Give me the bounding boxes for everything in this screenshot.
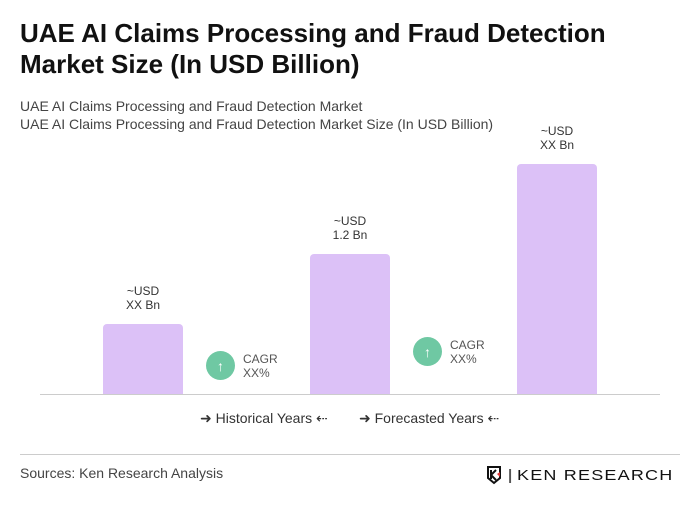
data-label: ~USD XX Bn: [517, 124, 597, 152]
cagr-value: XX%: [243, 365, 270, 380]
data-label-line: 1.2 Bn: [332, 228, 368, 242]
bar-3: [517, 164, 597, 394]
cagr-label: CAGR: [450, 337, 485, 352]
logo-icon: [487, 466, 501, 485]
bar-1: [103, 324, 183, 394]
x-axis: [40, 394, 660, 395]
data-label-line: XX Bn: [539, 138, 575, 152]
cagr-value: XX%: [450, 351, 477, 366]
cagr-badge-2: ↑ CAGR XX%: [413, 337, 485, 366]
arrow-right-icon: ➜: [359, 410, 371, 426]
chart-title: UAE AI Claims Processing and Fraud Detec…: [20, 18, 606, 79]
legend-historical: ➜ Historical Years ⇠: [200, 410, 328, 427]
arrow-left-icon: ⇠: [316, 410, 328, 426]
divider: [20, 454, 680, 455]
legend-forecasted: ➜ Forecasted Years ⇠: [359, 410, 499, 427]
chart-subtitle: UAE AI Claims Processing and Fraud Detec…: [20, 98, 363, 114]
chart-subtitle-2: UAE AI Claims Processing and Fraud Detec…: [20, 116, 494, 132]
arrow-up-icon: ↑: [413, 337, 442, 366]
data-label-line: ~USD: [126, 284, 160, 298]
legend-label: Forecasted Years: [374, 410, 484, 426]
ken-research-logo: | KEN RESEARCH: [486, 465, 672, 485]
arrow-up-icon: ↑: [206, 351, 235, 380]
data-label: ~USD 1.2 Bn: [310, 214, 390, 242]
cagr-badge-1: ↑ CAGR XX%: [206, 351, 278, 380]
arrow-right-icon: ➜: [200, 410, 212, 426]
data-label-line: XX Bn: [125, 298, 161, 312]
legend-label: Historical Years: [215, 410, 313, 426]
cagr-label: CAGR: [243, 351, 278, 366]
sources: Sources: Ken Research Analysis: [20, 465, 224, 481]
data-label-line: ~USD: [540, 124, 574, 138]
arrow-left-icon: ⇠: [487, 410, 500, 426]
data-label-line: ~USD: [333, 214, 367, 228]
data-label: ~USD XX Bn: [103, 284, 183, 312]
bar-2: [310, 254, 390, 394]
